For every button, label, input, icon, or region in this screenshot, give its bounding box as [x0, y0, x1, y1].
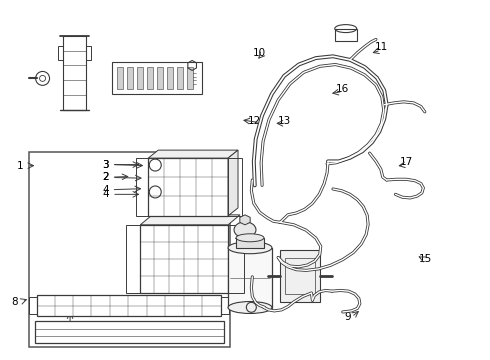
Text: 3: 3 — [102, 159, 109, 170]
Bar — [63, 36, 86, 110]
Text: 9: 9 — [344, 312, 351, 322]
Bar — [280, 250, 320, 302]
Polygon shape — [148, 150, 238, 158]
Bar — [28, 152, 230, 347]
Ellipse shape — [228, 242, 272, 254]
Bar — [140, 225, 228, 293]
Bar — [177, 67, 183, 89]
Bar — [28, 297, 37, 315]
Text: 2: 2 — [102, 172, 109, 183]
Text: 4: 4 — [102, 185, 109, 195]
Bar — [228, 225, 244, 293]
Ellipse shape — [236, 234, 264, 242]
Bar — [221, 297, 229, 315]
Bar — [126, 225, 140, 293]
Text: 3: 3 — [102, 159, 109, 170]
Text: 1: 1 — [17, 161, 24, 171]
Bar — [236, 238, 264, 248]
Bar — [127, 67, 133, 89]
Text: 14: 14 — [234, 231, 247, 240]
Text: 4: 4 — [102, 189, 109, 199]
Text: 16: 16 — [336, 84, 349, 94]
Bar — [187, 67, 193, 89]
Ellipse shape — [228, 302, 272, 314]
Text: 11: 11 — [375, 42, 389, 52]
Bar — [136, 158, 148, 216]
Text: 7: 7 — [63, 332, 70, 342]
Ellipse shape — [234, 222, 256, 238]
Text: 5: 5 — [115, 307, 121, 317]
Text: 13: 13 — [277, 116, 291, 126]
Bar — [137, 67, 143, 89]
Bar — [86, 45, 92, 60]
Bar — [167, 67, 173, 89]
Polygon shape — [140, 215, 240, 225]
Bar — [57, 45, 63, 60]
Bar — [228, 248, 272, 307]
Bar — [118, 67, 123, 89]
Bar — [37, 294, 221, 316]
Text: 10: 10 — [253, 48, 266, 58]
Text: 8: 8 — [11, 297, 18, 307]
Bar — [157, 67, 163, 89]
Text: 6: 6 — [186, 308, 192, 318]
Text: 2: 2 — [102, 172, 109, 183]
Text: 12: 12 — [248, 116, 261, 126]
Bar — [335, 28, 357, 41]
Text: 17: 17 — [400, 157, 413, 167]
Bar — [285, 258, 315, 293]
Bar — [112, 62, 202, 94]
Text: 15: 15 — [419, 254, 432, 264]
Polygon shape — [240, 215, 250, 225]
Bar — [148, 158, 228, 216]
Polygon shape — [228, 150, 238, 216]
Bar — [228, 158, 242, 216]
Bar — [147, 67, 153, 89]
Bar — [35, 321, 224, 343]
